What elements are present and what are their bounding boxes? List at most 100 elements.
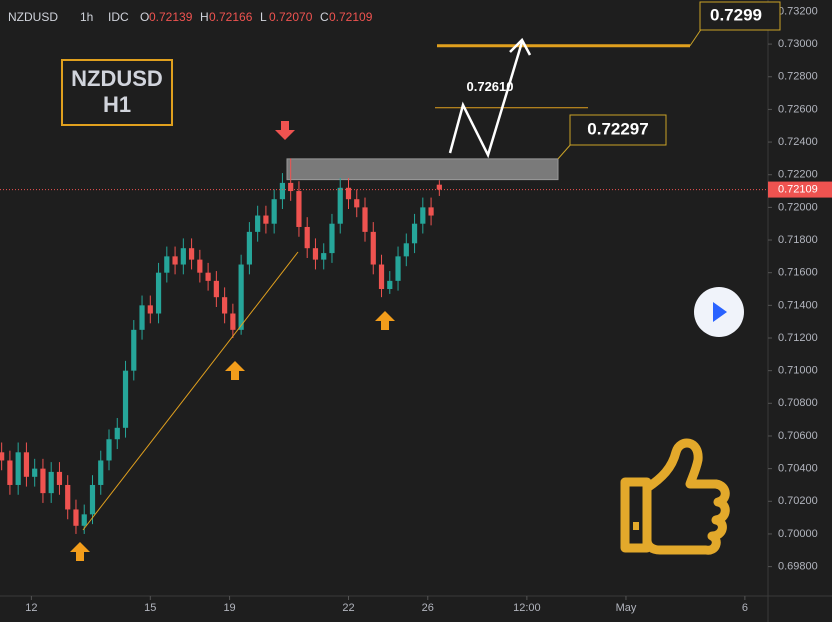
- candle-body: [7, 460, 13, 485]
- ohlc-value: 0.72070: [269, 10, 313, 24]
- x-tick-label: 12:00: [513, 602, 541, 614]
- candle-body: [222, 297, 228, 314]
- y-tick-label: 0.73200: [778, 5, 818, 17]
- candle-body: [180, 248, 186, 265]
- zone-label-box: [569, 114, 667, 146]
- y-tick-label: 0.71600: [778, 267, 818, 279]
- candle-body: [81, 514, 87, 526]
- candle-body: [32, 468, 38, 477]
- top-target-label: 0.7299: [710, 5, 762, 24]
- x-tick-label: 19: [223, 602, 235, 614]
- candle-body: [403, 243, 409, 257]
- ohlc-value: 0.72109: [329, 10, 373, 24]
- thumbs-up-dot: [633, 522, 639, 530]
- candle-body: [188, 248, 195, 260]
- candle-body: [246, 231, 252, 265]
- candle-body: [345, 187, 352, 200]
- y-tick-label: 0.71800: [778, 234, 818, 246]
- candle-body: [40, 468, 46, 494]
- candle-body: [238, 264, 244, 330]
- candle-body: [304, 226, 310, 249]
- candle-body: [362, 207, 368, 232]
- y-tick-label: 0.72800: [778, 71, 818, 83]
- candle-body: [230, 313, 236, 330]
- candle-body: [172, 256, 178, 265]
- candle-body: [155, 272, 162, 314]
- y-tick-label: 0.71200: [778, 332, 818, 344]
- y-tick-label: 0.71400: [778, 299, 818, 311]
- projection: [448, 41, 524, 159]
- candle-body: [395, 256, 401, 281]
- x-tick-label: 12: [25, 602, 37, 614]
- trend-line: [82, 251, 299, 531]
- zone-label: 0.72297: [587, 119, 648, 138]
- candle-body: [337, 187, 343, 224]
- candle-body: [271, 199, 277, 224]
- y-tick-label: 0.70200: [778, 495, 818, 507]
- ohlc-value: 0.72139: [149, 10, 193, 24]
- candle-body: [354, 199, 360, 208]
- thumbs-up-icon: [620, 438, 730, 555]
- candle-body: [73, 509, 79, 526]
- y-tick-label: 0.69800: [778, 561, 818, 573]
- candle-body: [164, 256, 170, 273]
- candle-body: [378, 264, 385, 290]
- candle-body: [263, 215, 269, 224]
- candle-body: [296, 191, 302, 227]
- candle-body: [387, 280, 393, 290]
- x-tick-label: 26: [422, 602, 434, 614]
- top-target-box: [699, 1, 781, 31]
- target-label: 0.72610: [467, 79, 514, 94]
- header-interval: 1h: [80, 10, 93, 24]
- candle-body: [312, 248, 319, 260]
- x-tick-label: May: [616, 602, 637, 614]
- candle-body: [131, 329, 137, 371]
- candle-body: [114, 427, 120, 440]
- symbol-label: NZDUSD: [71, 66, 163, 91]
- timeframe-label: H1: [103, 92, 131, 117]
- ohlc-value: 0.72166: [209, 10, 253, 24]
- resistance-zone: [286, 158, 559, 181]
- up-arrow: [70, 542, 90, 561]
- up-arrow: [225, 361, 245, 380]
- ohlc-key: H: [200, 10, 209, 24]
- candle-body: [106, 439, 112, 461]
- last-price-box: [768, 181, 832, 198]
- ohlc-key: C: [320, 10, 329, 24]
- candle-body: [0, 452, 5, 461]
- ohlc-key: L: [260, 10, 267, 24]
- up-arrow: [375, 311, 395, 330]
- y-tick-label: 0.70800: [778, 397, 818, 409]
- down-arrow: [275, 121, 295, 140]
- symbol-box: [61, 59, 173, 126]
- candle-body: [89, 484, 96, 515]
- candle-body: [197, 259, 203, 273]
- x-tick-label: 22: [342, 602, 354, 614]
- candle-body: [420, 207, 426, 224]
- x-tick-label: 15: [144, 602, 156, 614]
- candle-body: [139, 305, 145, 330]
- header-exchange: IDC: [108, 10, 129, 24]
- candle-body: [147, 305, 153, 314]
- header-ohlc: O 0.72139 H 0.72166 L 0.72070 C 0.72109: [140, 10, 373, 24]
- candle-body: [56, 471, 63, 485]
- candle-body: [321, 253, 327, 260]
- y-tick-label: 0.72400: [778, 136, 818, 148]
- candle-body: [279, 182, 286, 200]
- candle-body: [23, 452, 30, 477]
- top-target-callout: [689, 27, 703, 47]
- candle-body: [411, 223, 418, 244]
- y-tick-label: 0.70000: [778, 528, 818, 540]
- candle-body: [428, 207, 434, 216]
- x-tick-label: 6: [742, 602, 748, 614]
- candle-body: [213, 280, 219, 298]
- y-tick-label: 0.70600: [778, 430, 818, 442]
- ohlc-key: O: [140, 10, 149, 24]
- y-tick-label: 0.72600: [778, 103, 818, 115]
- y-tick-label: 0.70400: [778, 463, 818, 475]
- candle-body: [288, 182, 294, 192]
- y-tick-label: 0.73000: [778, 38, 818, 50]
